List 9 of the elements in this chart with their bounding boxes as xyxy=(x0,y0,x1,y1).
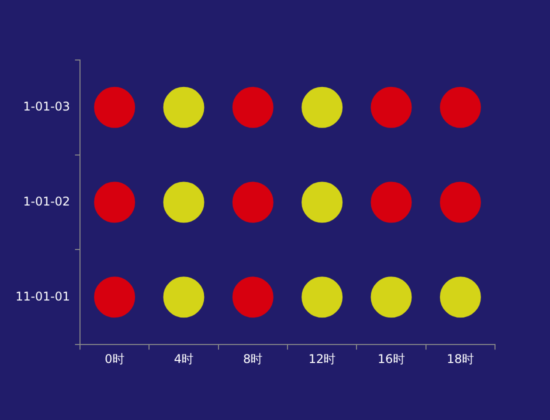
x-tick-label: 12时 xyxy=(308,352,336,366)
text: 11-01-01 xyxy=(16,289,70,304)
x-tick-label: 18时 xyxy=(446,352,474,366)
text: 1-01-03 xyxy=(23,100,70,114)
text: 1-01-02 xyxy=(23,194,70,208)
x-tick-label: 8时 xyxy=(243,352,263,366)
x-tick-label: 4时 xyxy=(174,352,194,366)
x-tick-label: 16时 xyxy=(378,352,405,366)
x-tick-label: 0时 xyxy=(104,352,124,366)
